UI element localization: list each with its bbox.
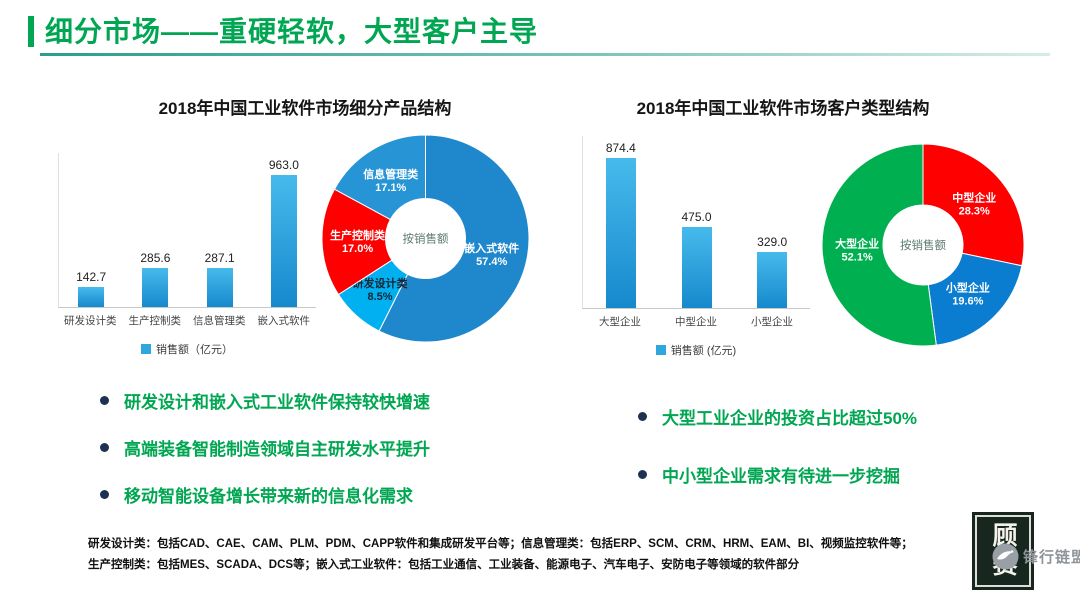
- bar-column: 475.0: [659, 210, 735, 308]
- bar-category-axis: 研发设计类 生产控制类 信息管理类 嵌入式软件: [58, 308, 316, 328]
- watermark-logo: 锋行链盟: [992, 543, 1080, 570]
- bullet-text: 移动智能设备增长带来新的信息化需求: [124, 487, 413, 506]
- bar-category-label: 嵌入式软件: [257, 315, 311, 327]
- bar-value-label: 475.0: [681, 209, 712, 224]
- product-donut-chart: 嵌入式软件 57.4% 研发设计类 8.5% 生产控制类 17.0% 信息管理类 17.1% 按…: [318, 131, 533, 351]
- pie-slice-label: 研发设计类 8.5%: [353, 276, 409, 303]
- bar-plot-area: 142.7 285.6 287.1 963.0: [58, 153, 316, 308]
- bullet-text: 高端装备智能制造领域自主研发水平提升: [124, 440, 430, 459]
- legend-swatch: [655, 345, 666, 355]
- bar-column: 287.1: [188, 251, 252, 307]
- bar-column: 329.0: [734, 235, 810, 308]
- chart-legend: 销售额 (亿元): [582, 342, 810, 358]
- watermark-text: 锋行链盟: [1023, 549, 1080, 566]
- seal-text: 顾赛: [975, 515, 1031, 587]
- bullet-dot: [100, 443, 109, 452]
- bar-column: 874.4: [583, 141, 659, 308]
- pie-slice-label: 中型企业 28.3%: [952, 190, 996, 217]
- bar-plot-area: 874.4 475.0 329.0: [582, 136, 810, 309]
- customer-donut-chart: 中型企业 28.3% 小型企业 19.6% 大型企业 52.1% 按销售额: [818, 140, 1028, 355]
- customer-bar-chart: 874.4 475.0 329.0 大型企业 中型企业 小型企业销售额 (亿元): [582, 136, 810, 358]
- pie-center-label: 按销售额: [403, 232, 449, 246]
- bar-value-label: 963.0: [268, 158, 299, 172]
- bar-value-label: 874.4: [605, 141, 636, 155]
- bar-value-label: 329.0: [757, 234, 788, 249]
- bar-category-label: 小型企业: [751, 316, 793, 328]
- pie-slice-1: [927, 252, 1023, 346]
- product-bar-chart: 142.7 285.6 287.1 963.0 研发设计类 生产控制类 信息管理类 嵌入式软件…: [58, 153, 316, 357]
- legend-swatch: [141, 344, 151, 354]
- donut-svg: 嵌入式软件 57.4% 研发设计类 8.5% 生产控制类 17.0% 信息管理类 17.1% 按…: [321, 134, 530, 343]
- bullet-item: 大型工业企业的投资占比超过50%: [638, 404, 917, 429]
- bullet-dot: [638, 470, 647, 479]
- bullet-item: 研发设计和嵌入式工业软件保持较快增速: [100, 388, 430, 413]
- bar-category-label: 生产控制类: [128, 315, 182, 327]
- bar: [142, 267, 169, 307]
- pie-slice-label: 信息管理类 17.1%: [363, 167, 419, 194]
- bullet-item: 中小型企业需求有待进一步挖掘: [638, 462, 917, 487]
- pie-slice-0: [922, 143, 1025, 267]
- bullet-text: 中小型企业需求有待进一步挖掘: [662, 467, 900, 486]
- bar: [206, 267, 233, 307]
- bar: [78, 287, 105, 307]
- bar-value-label: 285.6: [140, 250, 171, 265]
- footnote: 研发设计类：包括CAD、CAE、CAM、PLM、PDM、CAPP软件和集成研发平…: [88, 534, 968, 577]
- pie-slice-label: 小型企业 19.6%: [945, 280, 990, 307]
- page-title: 细分市场——重硬轻软，大型客户主导: [45, 16, 539, 47]
- legend-label: 销售额（亿元）: [156, 344, 233, 356]
- bullet-dot: [638, 412, 647, 421]
- customer-chart-title: 2018年中国工业软件市场客户类型结构: [636, 99, 930, 118]
- pie-slice-3: [333, 134, 426, 221]
- bar-value-label: 287.1: [204, 250, 235, 265]
- title-accent-bar: [28, 16, 34, 47]
- insights-list-left: 研发设计和嵌入式工业软件保持较快增速 高端装备智能制造领域自主研发水平提升 移动…: [100, 388, 430, 529]
- bar-category-label: 研发设计类: [64, 315, 117, 327]
- donut-svg: 中型企业 28.3% 小型企业 19.6% 大型企业 52.1% 按销售额: [821, 143, 1025, 347]
- bar: [605, 158, 636, 308]
- pie-slice-label: 嵌入式软件 57.4%: [464, 241, 519, 268]
- pie-center-label: 按销售额: [900, 238, 946, 252]
- bullet-text: 大型工业企业的投资占比超过50%: [662, 409, 918, 428]
- footnote-line: 研发设计类：包括CAD、CAE、CAM、PLM、PDM、CAPP软件和集成研发平…: [88, 538, 913, 550]
- bar-category-label: 中型企业: [675, 316, 717, 328]
- pie-slice-0: [378, 134, 530, 343]
- product-chart-title: 2018年中国工业软件市场细分产品结构: [158, 99, 452, 118]
- bullet-dot: [100, 490, 109, 499]
- bar-value-label: 142.7: [76, 270, 107, 285]
- pie-slice-2: [321, 188, 393, 296]
- title-underline: [40, 53, 1050, 56]
- bar: [757, 251, 788, 308]
- bar-column: 142.7: [59, 270, 123, 307]
- pie-slice-label: 大型企业 52.1%: [835, 236, 879, 263]
- bar: [270, 175, 297, 307]
- bar-column: 285.6: [123, 251, 187, 307]
- bird-logo-icon: [992, 543, 1019, 570]
- footnote-line: 生产控制类：包括MES、SCADA、DCS等；嵌入式工业软件：包括工业通信、工业…: [88, 559, 800, 572]
- insights-list-right: 大型工业企业的投资占比超过50% 中小型企业需求有待进一步挖掘: [638, 404, 917, 520]
- bar-category-label: 大型企业: [599, 316, 641, 328]
- bullet-dot: [100, 396, 109, 405]
- bullet-item: 移动智能设备增长带来新的信息化需求: [100, 482, 430, 507]
- bar-category-axis: 大型企业 中型企业 小型企业: [582, 309, 810, 329]
- bullet-item: 高端装备智能制造领域自主研发水平提升: [100, 435, 430, 460]
- legend-label: 销售额 (亿元): [670, 345, 737, 357]
- bullet-text: 研发设计和嵌入式工业软件保持较快增速: [124, 393, 430, 412]
- bar-category-label: 信息管理类: [193, 315, 246, 327]
- pie-slice-2: [821, 143, 937, 347]
- chart-legend: 销售额（亿元）: [58, 341, 316, 357]
- bar: [681, 226, 712, 308]
- pie-slice-label: 生产控制类 17.0%: [330, 228, 386, 255]
- bar-column: 963.0: [252, 158, 316, 307]
